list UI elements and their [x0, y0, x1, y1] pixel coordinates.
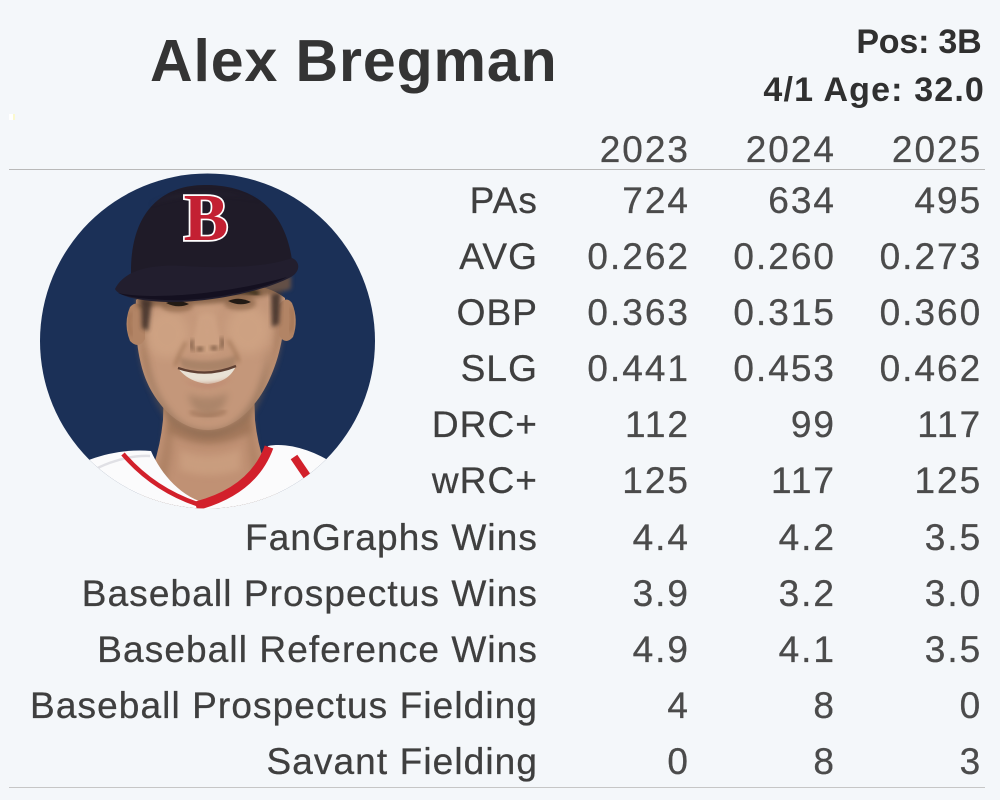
svg-text:B: B	[184, 181, 229, 255]
